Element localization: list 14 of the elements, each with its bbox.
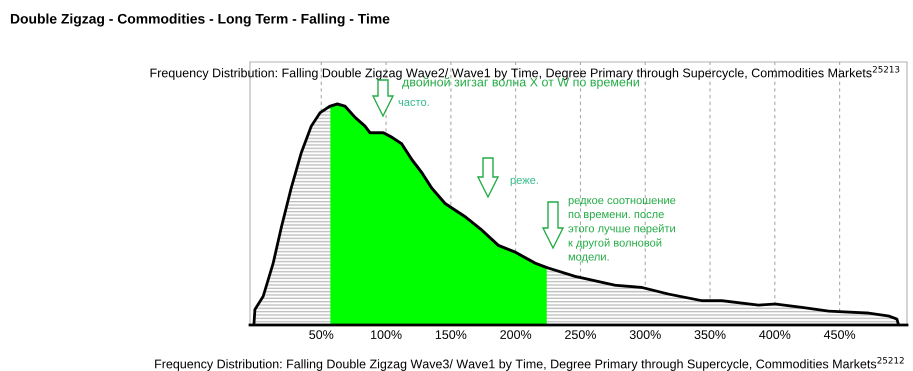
annotation: часто.: [398, 100, 429, 106]
x-tick-label: 400%: [759, 330, 790, 340]
x-tick-label: 300%: [630, 330, 661, 340]
x-tick-label: 250%: [565, 330, 596, 340]
x-tick-label: 200%: [500, 330, 532, 340]
x-tick-label: 100%: [371, 330, 402, 340]
x-tick-label: 150%: [436, 330, 466, 340]
chart-title: Double Zigzag - Commodities - Long Term - Falling - Time: [10, 13, 390, 27]
x-tick-label: 450%: [824, 330, 856, 340]
x-tick-label: 350%: [694, 330, 726, 340]
annotation: редкое соотношение по времени. после этого лучше перейти к другой волновой модели.: [568, 198, 676, 263]
annotation: реже.: [510, 178, 538, 186]
x-tick-label: 50%: [309, 330, 334, 340]
text: Frequency Distribution: Falling Double Zigzag Wave3/ Wave1 by Time, Degree Primary through Supercycle, Commodities Markets$^{25212}$: [155, 357, 904, 371]
